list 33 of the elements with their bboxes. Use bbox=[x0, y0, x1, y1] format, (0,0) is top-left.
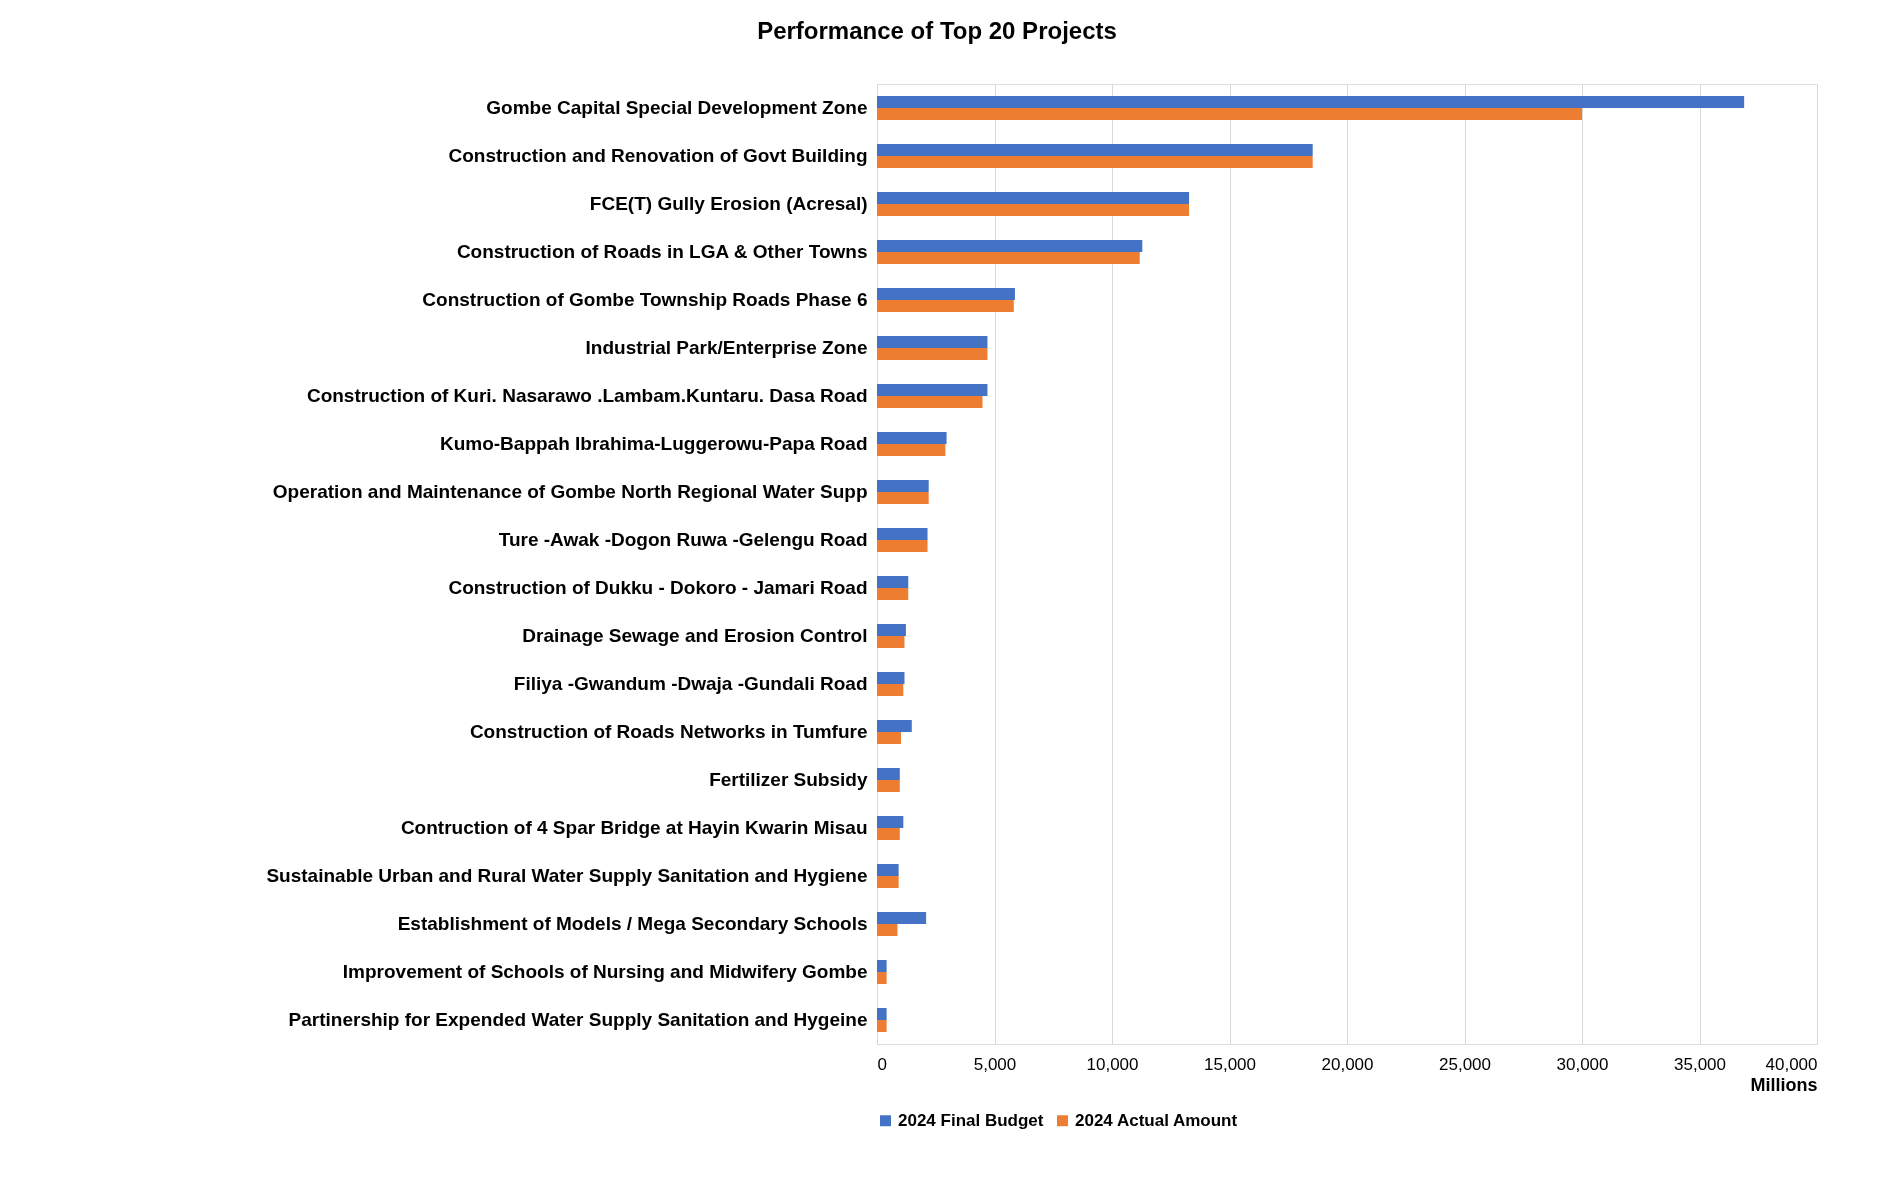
legend-label: 2024 Actual Amount bbox=[1075, 1110, 1238, 1130]
y-tick-label: Contruction of 4 Spar Bridge at Hayin Kwarin Misau bbox=[400, 817, 868, 838]
x-tick-label: 15,000 bbox=[1204, 1054, 1256, 1074]
x-tick-label: 40,000 bbox=[1765, 1054, 1818, 1074]
y-tick-label: Construction of Roads Networks in Tumfure bbox=[469, 721, 868, 742]
legend-label: 2024 Final Budget bbox=[898, 1110, 1044, 1130]
y-tick-label: Fertilizer Subsidy bbox=[709, 769, 868, 790]
y-tick-label: Drainage Sewage and Erosion Control bbox=[522, 625, 868, 646]
x-axis-title: Millions bbox=[1750, 1074, 1818, 1095]
x-tick-label: 30,000 bbox=[1556, 1054, 1609, 1074]
y-tick-label: Operation and Maintenance of Gombe North Regional Water Supp bbox=[272, 481, 868, 502]
x-tick-label: 0 bbox=[877, 1054, 887, 1074]
y-tick-label: FCE(T) Gully Erosion (Acresal) bbox=[589, 193, 868, 214]
y-tick-label: Gombe Capital Special Development Zone bbox=[486, 97, 868, 118]
y-tick-label: Establishment of Models / Mega Secondary Schools bbox=[397, 913, 868, 934]
y-tick-label: Ture -Awak -Dogon Ruwa -Gelengu Road bbox=[498, 529, 868, 550]
y-tick-label: Construction of Gombe Township Roads Phase 6 bbox=[422, 289, 868, 310]
y-tick-label: Sustainable Urban and Rural Water Supply Sanitation and Hygiene bbox=[266, 865, 868, 886]
x-tick-label: 25,000 bbox=[1439, 1054, 1491, 1074]
x-tick-label: 20,000 bbox=[1321, 1054, 1374, 1074]
y-tick-label: Construction of Kuri. Nasarawo .Lambam.Kuntaru. Dasa Road bbox=[306, 385, 868, 406]
x-tick-label: 35,000 bbox=[1674, 1054, 1726, 1074]
x-tick-label: 10,000 bbox=[1086, 1054, 1139, 1074]
x-tick-label: 5,000 bbox=[973, 1054, 1017, 1074]
y-tick-label: Construction of Dukku - Dokoro - Jamari Road bbox=[448, 577, 868, 598]
y-tick-label: Partinership for Expended Water Supply Sanitation and Hygeine bbox=[288, 1009, 868, 1030]
y-tick-label: Construction and Renovation of Govt Building bbox=[448, 145, 868, 166]
y-tick-label: Construction of Roads in LGA & Other Towns bbox=[456, 241, 868, 262]
chart-title: Performance of Top 20 Projects bbox=[757, 17, 1117, 44]
y-tick-label: Filiya -Gwandum -Dwaja -Gundali Road bbox=[513, 673, 868, 694]
y-tick-label: Industrial Park/Enterprise Zone bbox=[585, 337, 868, 358]
y-tick-label: Kumo-Bappah Ibrahima-Luggerowu-Papa Road bbox=[439, 433, 868, 454]
y-tick-label: Improvement of Schools of Nursing and Midwifery Gombe bbox=[342, 961, 868, 982]
